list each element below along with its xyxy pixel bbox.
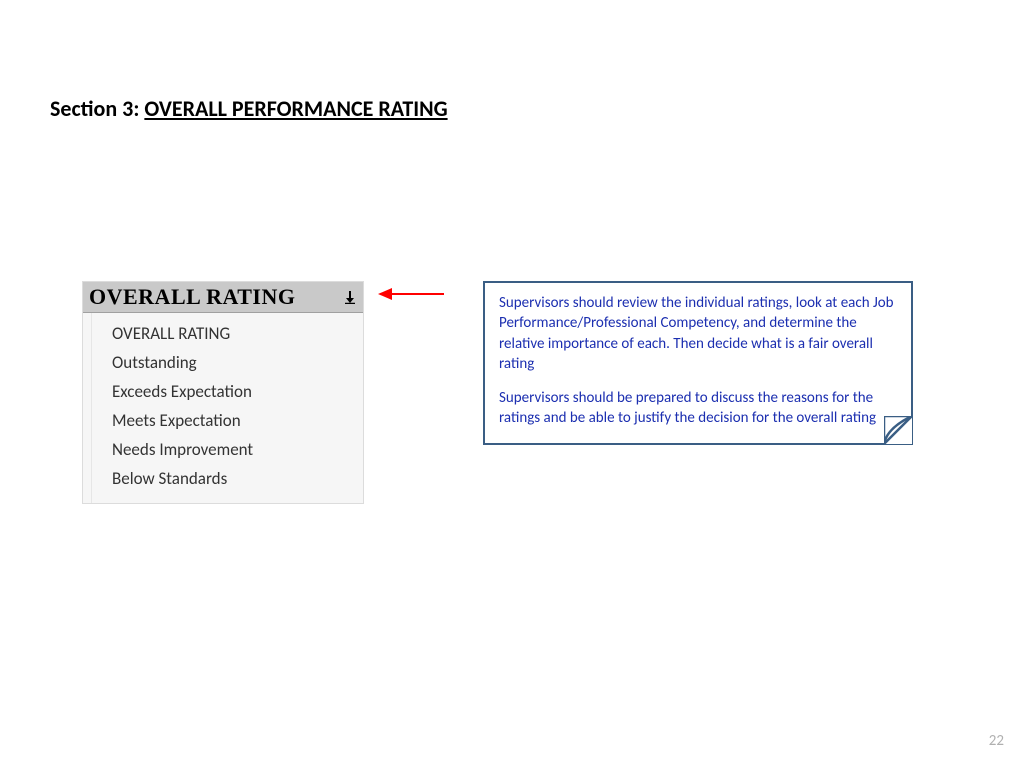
red-arrow-icon xyxy=(376,282,446,306)
page-fold-icon xyxy=(884,416,912,444)
dropdown-item[interactable]: OVERALL RATING xyxy=(112,319,363,348)
dropdown-arrow-icon xyxy=(343,290,357,304)
section-heading: Section 3: OVERALL PERFORMANCE RATING xyxy=(50,95,448,122)
dropdown-item[interactable]: Needs Improvement xyxy=(112,435,363,464)
dropdown-header[interactable]: OVERALL RATING xyxy=(83,282,363,313)
instructions-note: Supervisors should review the individual… xyxy=(483,281,913,445)
heading-title: OVERALL PERFORMANCE RATING xyxy=(144,95,447,122)
heading-prefix: Section 3: xyxy=(50,95,144,122)
note-paragraph: Supervisors should be prepared to discus… xyxy=(499,388,897,429)
dropdown-header-text: OVERALL RATING xyxy=(89,284,295,310)
dropdown-list: OVERALL RATING Outstanding Exceeds Expec… xyxy=(91,313,363,503)
dropdown-item[interactable]: Outstanding xyxy=(112,348,363,377)
dropdown-item[interactable]: Below Standards xyxy=(112,464,363,493)
note-paragraph: Supervisors should review the individual… xyxy=(499,293,897,374)
note-text: Supervisors should review the individual… xyxy=(499,293,897,429)
dropdown-item[interactable]: Exceeds Expectation xyxy=(112,377,363,406)
page-number: 22 xyxy=(989,732,1004,750)
overall-rating-dropdown[interactable]: OVERALL RATING OVERALL RATING Outstandin… xyxy=(82,281,364,504)
dropdown-item[interactable]: Meets Expectation xyxy=(112,406,363,435)
